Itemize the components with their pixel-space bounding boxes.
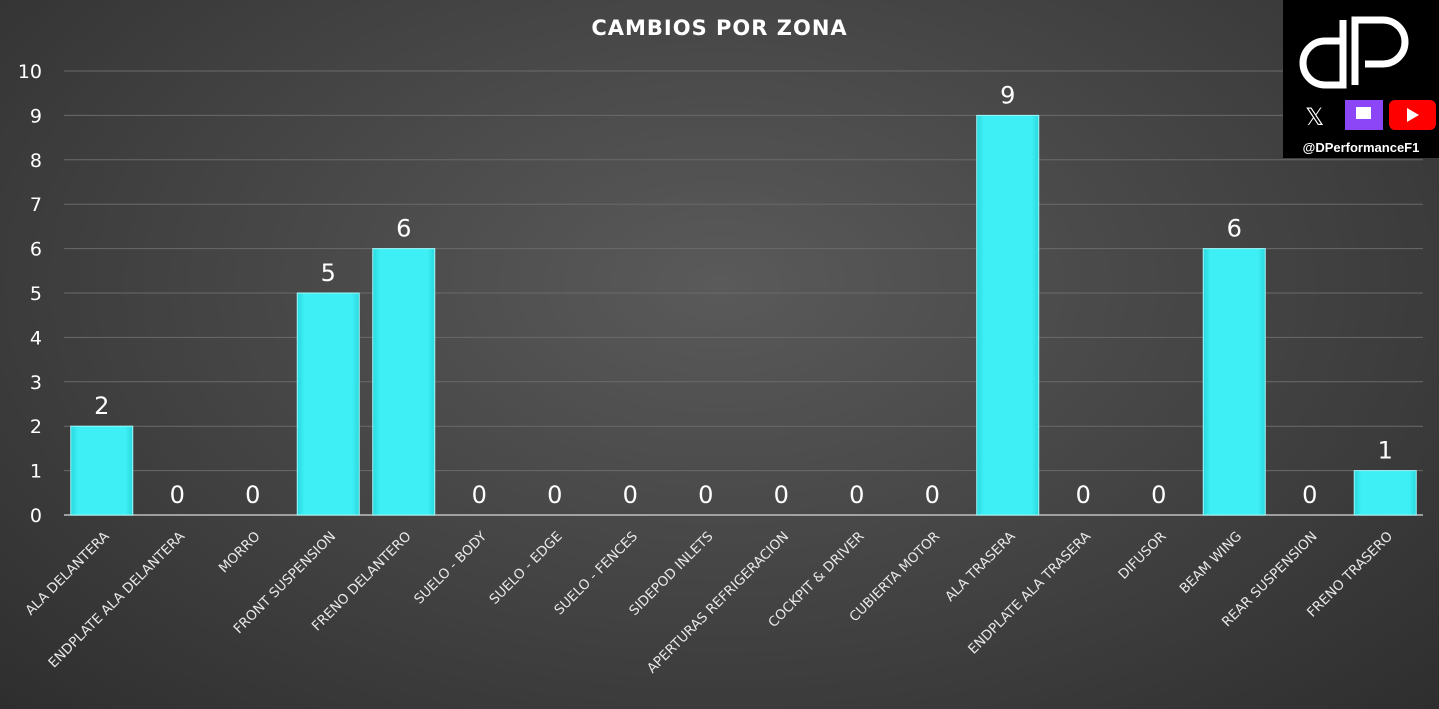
y-tick-label: 3 bbox=[30, 372, 42, 394]
bar bbox=[1202, 248, 1266, 516]
y-tick-label: 7 bbox=[30, 194, 42, 216]
bar bbox=[976, 114, 1040, 516]
data-label: 1 bbox=[1378, 437, 1393, 465]
x-tick-label: SUELO - EDGE bbox=[486, 529, 565, 608]
data-label: 5 bbox=[321, 259, 336, 287]
data-label: 0 bbox=[1302, 481, 1317, 509]
x-tick-label: ENDPLATE ALA DELANTERA bbox=[45, 528, 188, 671]
bar bbox=[296, 292, 360, 516]
data-label: 0 bbox=[1076, 481, 1091, 509]
data-label: 0 bbox=[1151, 481, 1166, 509]
x-tick-label: MORRO bbox=[216, 529, 264, 577]
chart-title: CAMBIOS POR ZONA bbox=[591, 16, 848, 40]
data-label: 2 bbox=[94, 392, 109, 420]
x-tick-label: ENDPLATE ALA TRASERA bbox=[965, 528, 1094, 657]
data-label: 0 bbox=[623, 481, 638, 509]
y-tick-label: 6 bbox=[30, 239, 42, 261]
x-tick-label: ALA TRASERA bbox=[942, 528, 1019, 605]
x-tick-label: BEAM WING bbox=[1177, 529, 1245, 597]
y-tick-label: 1 bbox=[30, 461, 42, 483]
data-label: 0 bbox=[170, 481, 185, 509]
data-label: 0 bbox=[245, 481, 260, 509]
youtube-icon[interactable] bbox=[1389, 100, 1436, 130]
y-tick-label: 10 bbox=[18, 61, 42, 83]
y-tick-label: 2 bbox=[30, 416, 42, 438]
svg-text:𝕏: 𝕏 bbox=[1305, 103, 1324, 130]
data-label: 9 bbox=[1000, 81, 1015, 109]
data-label: 6 bbox=[1227, 215, 1242, 243]
dp-logo-icon: 𝕏 bbox=[1299, 16, 1436, 131]
data-label: 0 bbox=[698, 481, 713, 509]
data-label: 6 bbox=[396, 215, 411, 243]
brand-logo: 𝕏 @DPerformanceF1 bbox=[1283, 0, 1439, 158]
data-label: 0 bbox=[472, 481, 487, 509]
x-icon[interactable]: 𝕏 bbox=[1305, 103, 1324, 131]
bar bbox=[70, 425, 134, 516]
x-tick-label: DIFUSOR bbox=[1115, 529, 1169, 583]
data-label: 0 bbox=[547, 481, 562, 509]
social-handle: @DPerformanceF1 bbox=[1302, 140, 1420, 155]
y-tick-label: 5 bbox=[30, 283, 42, 305]
bar bbox=[372, 248, 436, 516]
y-tick-label: 0 bbox=[30, 505, 42, 527]
x-tick-label: SUELO - BODY bbox=[411, 528, 490, 607]
twitch-icon[interactable] bbox=[1345, 100, 1383, 130]
x-tick-label: APERTURAS REFRIGERACION bbox=[644, 529, 792, 677]
y-tick-label: 4 bbox=[30, 327, 42, 349]
data-label: 0 bbox=[925, 481, 940, 509]
data-label: 0 bbox=[849, 481, 864, 509]
y-tick-label: 8 bbox=[30, 150, 42, 172]
bar bbox=[1353, 470, 1417, 516]
y-tick-label: 9 bbox=[30, 105, 42, 127]
data-label: 0 bbox=[774, 481, 789, 509]
